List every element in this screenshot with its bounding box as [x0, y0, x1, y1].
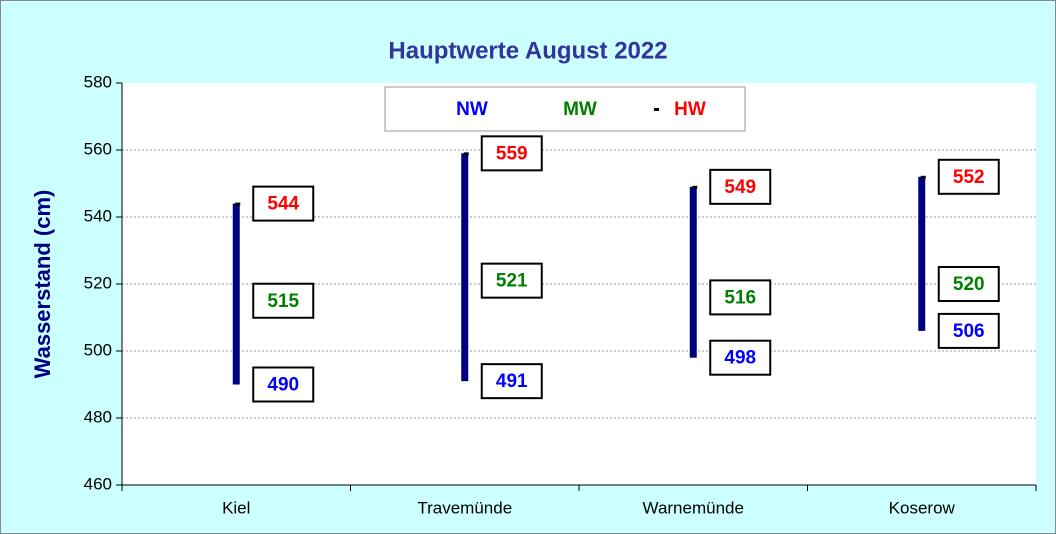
data-label-box — [709, 339, 772, 376]
y-tick-label: 580 — [84, 72, 112, 91]
data-label-box — [252, 366, 315, 403]
hilo-bar — [232, 203, 240, 385]
data-label: 552 — [953, 167, 985, 188]
data-label: 549 — [724, 177, 756, 198]
data-label: 520 — [953, 274, 985, 295]
y-tick-label: 520 — [84, 273, 112, 292]
x-tick-label: Kiel — [222, 498, 250, 517]
data-label-box — [480, 262, 543, 299]
y-tick-label: 480 — [84, 407, 112, 426]
data-label: 515 — [267, 291, 299, 312]
data-label-box — [709, 279, 772, 316]
data-label: 516 — [724, 287, 756, 308]
legend-label: HW — [674, 99, 706, 120]
data-label-box — [709, 168, 772, 205]
data-label: 544 — [267, 194, 299, 215]
data-label-box — [480, 363, 543, 400]
y-tick-label: 500 — [84, 340, 112, 359]
high-marker — [920, 175, 926, 179]
x-tick-label: Travemünde — [417, 498, 512, 517]
high-marker — [235, 202, 241, 206]
data-label: 506 — [953, 321, 985, 342]
chart-title: Hauptwerte August 2022 — [388, 37, 667, 64]
x-tick-label: Koserow — [889, 498, 956, 517]
x-tick-label: Warnemünde — [643, 498, 744, 517]
data-label-box — [252, 282, 315, 319]
high-marker — [692, 185, 698, 189]
legend-marker — [654, 108, 659, 111]
data-label-box — [937, 158, 1000, 195]
data-label-box — [937, 266, 1000, 302]
legend-label: NW — [456, 99, 488, 120]
data-label: 521 — [496, 271, 528, 292]
y-axis-label: Wasserstand (cm) — [30, 190, 55, 379]
legend-label: MW — [563, 99, 597, 120]
hilo-bar — [689, 186, 697, 358]
hilo-bar — [918, 176, 926, 331]
data-label: 491 — [496, 371, 528, 392]
data-label: 490 — [267, 375, 299, 396]
data-label-box — [937, 312, 1000, 349]
y-tick-label: 460 — [84, 474, 112, 493]
y-tick-label: 560 — [84, 139, 112, 158]
hilo-bar — [461, 153, 469, 382]
data-label-box — [480, 135, 543, 172]
legend — [384, 86, 746, 132]
y-tick-label: 540 — [84, 206, 112, 225]
data-label-box — [252, 185, 315, 222]
high-marker — [463, 152, 469, 156]
data-label: 559 — [496, 143, 528, 164]
data-label: 498 — [724, 348, 756, 369]
